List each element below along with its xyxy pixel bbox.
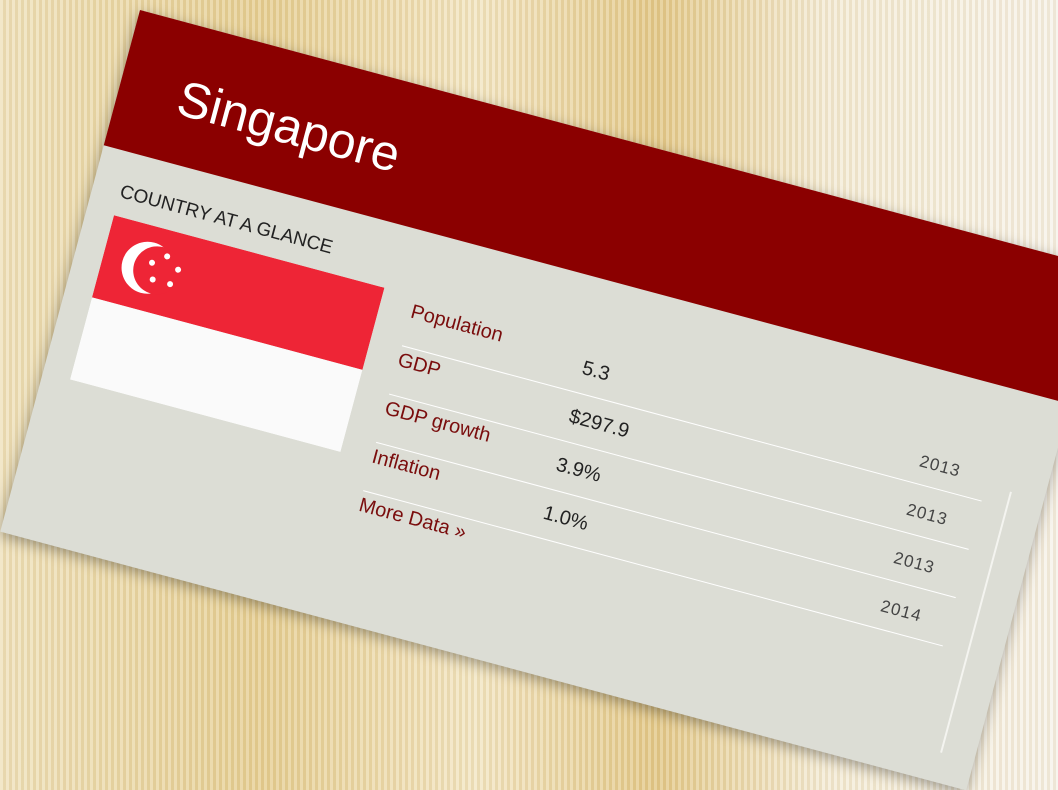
row-year: 2013 <box>904 499 950 530</box>
row-divider <box>363 490 943 647</box>
country-card: Singapore COUNTRY AT A GLANCE Population… <box>0 10 1058 790</box>
country-title: Singapore <box>171 69 407 184</box>
row-value: 3.9% <box>553 453 604 487</box>
row-divider <box>388 393 969 550</box>
row-divider <box>401 345 982 502</box>
scrollbar <box>940 491 1012 753</box>
row-label: Inflation <box>369 445 443 486</box>
row-year: 2013 <box>891 548 937 578</box>
row-label: GDP growth <box>382 397 494 447</box>
row-year: 2014 <box>878 596 924 626</box>
row-value: 1.0% <box>540 501 591 536</box>
flag <box>69 215 385 452</box>
stars <box>149 253 182 288</box>
row-label: Population <box>408 300 506 347</box>
row-divider <box>376 441 956 599</box>
flag-white <box>69 297 363 452</box>
row-value: 5.3 <box>579 357 613 386</box>
row-value: $297.9 <box>566 405 632 443</box>
more-data-link[interactable]: More Data » <box>356 494 469 544</box>
row-year: 2013 <box>917 451 963 481</box>
